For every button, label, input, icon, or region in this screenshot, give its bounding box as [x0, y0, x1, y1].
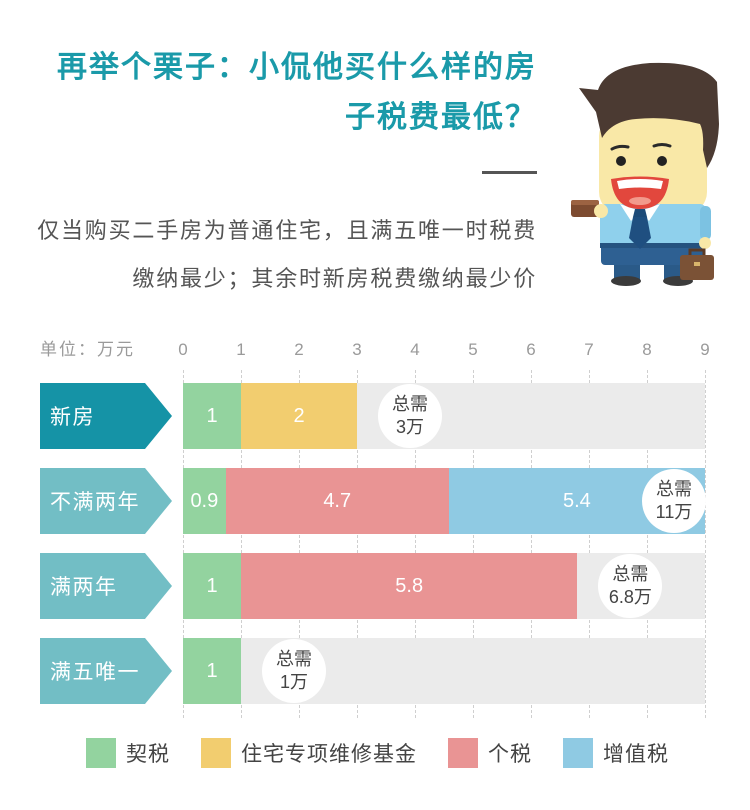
total-badge: 总需 1万: [262, 639, 326, 703]
chart-row: 不满两年 0.9 4.7 5.4 总需 11万: [40, 468, 706, 534]
vat-swatch: [563, 738, 593, 768]
legend-item: 住宅专项维修基金: [201, 738, 417, 768]
x-tick-label: 0: [178, 340, 188, 359]
legend-label: 契税: [126, 743, 170, 766]
income-tax-segment: 5.8: [241, 553, 578, 619]
grid-line: [531, 370, 532, 718]
total-badge: 总需 6.8万: [598, 554, 663, 618]
chart-row: 满五唯一 1 总需 1万: [40, 638, 705, 704]
legend-item: 个税: [448, 738, 532, 768]
x-tick-label: 8: [642, 340, 652, 359]
deed-tax-swatch: [86, 738, 116, 768]
category-label: 满五唯一: [40, 638, 172, 704]
grid-line: [589, 370, 590, 718]
shirt: [600, 204, 706, 248]
chart-row: 满两年 1 5.8 总需 6.8万: [40, 553, 705, 619]
deed-tax-segment: 1: [183, 638, 241, 704]
x-tick-label: 1: [236, 340, 246, 359]
unit-label: 单位：万元: [40, 340, 135, 359]
wallet-icon: [571, 200, 608, 218]
title-line-2: 子税费最低？: [345, 101, 537, 134]
briefcase-icon: [680, 248, 714, 280]
legend-label: 住宅专项维修基金: [241, 743, 417, 766]
legend-label: 个税: [488, 743, 532, 766]
x-tick-label: 5: [468, 340, 478, 359]
x-tick-label: 9: [700, 340, 710, 359]
hair: [579, 62, 719, 168]
right-arm: [699, 206, 711, 249]
total-label: 总需: [612, 564, 649, 584]
category-label: 不满两年: [40, 468, 172, 534]
x-tick-label: 3: [352, 340, 362, 359]
total-label: 总需: [656, 479, 692, 499]
legend-item: 增值税: [563, 738, 669, 768]
total-value: 6.8万: [608, 587, 652, 607]
stacked-bar-chart: 单位：万元 0 1 2 3 4 5 6 7 8 9 新房 1 2 总需 3万 不满两年 0.9 4.7 5.4 总需 1…: [0, 330, 750, 730]
deed-tax-segment: 1: [183, 383, 241, 449]
eyes: [616, 156, 667, 166]
x-tick-label: 2: [294, 340, 304, 359]
subtitle-line-2: 缴纳最少；其余时新房税费缴纳最少价: [132, 266, 537, 291]
deed-tax-segment: 1: [183, 553, 241, 619]
total-value: 3万: [395, 417, 424, 437]
total-label: 总需: [392, 394, 428, 414]
total-value: 1万: [279, 672, 308, 692]
income-tax-swatch: [448, 738, 478, 768]
grid-line: [473, 370, 474, 718]
grid-line: [357, 370, 358, 718]
total-value: 11万: [655, 502, 693, 522]
x-tick-label: 4: [410, 340, 420, 359]
subtitle-line-1: 仅当购买二手房为普通住宅，且满五唯一时税费: [37, 218, 537, 243]
bar-track: 1 5.8 总需 6.8万: [183, 553, 705, 619]
category-label: 满两年: [40, 553, 172, 619]
total-badge: 总需 11万: [642, 469, 706, 533]
title-line-1: 再举个栗子：小侃他买什么样的房: [57, 51, 537, 84]
x-tick-label: 6: [526, 340, 536, 359]
total-badge: 总需 3万: [378, 384, 442, 448]
mouth: [611, 176, 669, 209]
bar-track: 1 2 总需 3万: [183, 383, 705, 449]
legend-item: 契税: [86, 738, 170, 768]
grid-line: [241, 370, 242, 718]
grid-line: [705, 370, 706, 718]
bar-track: 0.9 4.7 5.4 总需 11万: [183, 468, 706, 534]
deed-tax-segment: 0.9: [183, 468, 226, 534]
total-label: 总需: [276, 649, 312, 669]
grid-line: [415, 370, 416, 718]
chart-row: 新房 1 2 总需 3万: [40, 383, 705, 449]
grid-line: [299, 370, 300, 718]
x-tick-label: 7: [584, 340, 594, 359]
income-tax-segment: 4.7: [225, 468, 449, 534]
subtitle: 仅当购买二手房为普通住宅，且满五唯一时税费 缴纳最少；其余时新房税费缴纳最少价: [20, 207, 537, 303]
tie: [629, 209, 651, 249]
maintenance-fund-swatch: [201, 738, 231, 768]
grid-line: [647, 370, 648, 718]
grid-line: [183, 370, 184, 718]
category-label: 新房: [40, 383, 172, 449]
maintenance-fund-segment: 2: [241, 383, 357, 449]
title: 再举个栗子：小侃他买什么样的房 子税费最低？: [40, 43, 537, 143]
bar-track: 1 总需 1万: [183, 638, 705, 704]
pants: [601, 243, 705, 265]
legend-label: 增值税: [603, 743, 669, 766]
legend: 契税 住宅专项维修基金 个税 增值税: [86, 738, 669, 768]
title-divider: [482, 171, 537, 174]
eyebrows: [610, 143, 672, 151]
businessman-illustration: [571, 62, 719, 286]
